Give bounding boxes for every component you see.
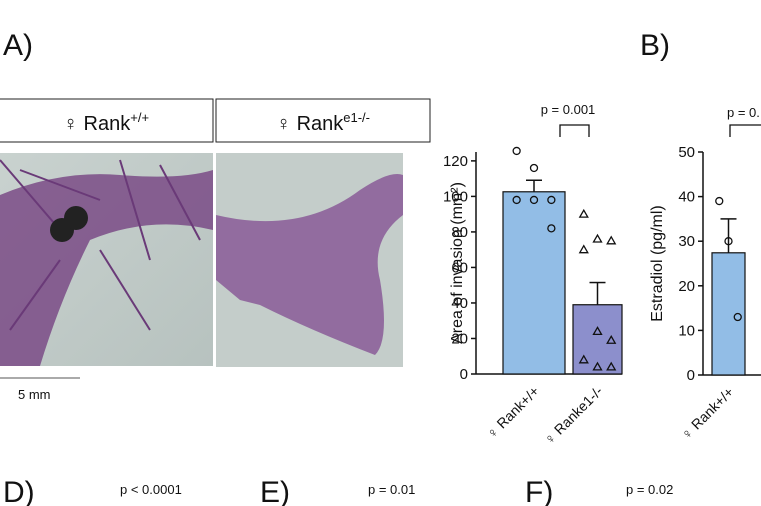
data-point [715, 196, 724, 206]
data-point [578, 208, 589, 218]
image-header: ♀ Ranke1-/- [276, 110, 370, 135]
data-point [724, 237, 733, 246]
data-point [592, 326, 603, 336]
micrograph [0, 153, 213, 366]
data-point [547, 224, 556, 233]
data-point [529, 195, 539, 205]
y-axis-label: Estradiol (pg/ml) [649, 205, 666, 321]
data-point [606, 235, 617, 245]
y-tick-label: 10 [678, 322, 695, 339]
scale-label: 5 mm [18, 387, 51, 402]
data-point [606, 334, 617, 344]
data-point [592, 361, 603, 371]
p-value: p = 0.02 [626, 482, 673, 497]
data-point [606, 361, 617, 371]
y-tick-label: 20 [678, 278, 695, 295]
y-tick-label: 100 [443, 188, 468, 205]
panel-label: E) [260, 476, 290, 506]
data-point [512, 195, 521, 205]
data-point [578, 244, 589, 254]
significance-bracket [729, 124, 761, 137]
y-tick-label: 40 [451, 295, 468, 312]
y-tick-label: 50 [678, 144, 695, 161]
data-point [547, 195, 556, 205]
x-tick-label: ♀ Ranke1-/- [541, 383, 606, 448]
y-tick-label: 80 [451, 224, 468, 241]
p-value: p = 0.001 [541, 102, 596, 117]
micrograph [216, 153, 403, 367]
y-axis-label: Area of invasion (mm²) [449, 182, 466, 344]
data-point [592, 233, 603, 243]
header-box [215, 98, 431, 143]
y-tick-label: 0 [687, 367, 695, 384]
data-point [529, 163, 539, 173]
p-value: p = 0.01 [368, 482, 415, 497]
x-tick-label: ♀ Rank+/+ [483, 383, 542, 442]
panel-label: A) [3, 29, 33, 62]
y-tick-label: 0 [460, 366, 468, 383]
x-tick-label: ♀ Rank+/+ [678, 384, 737, 443]
header-box [0, 98, 214, 143]
image-header: ♀ Rank+/+ [63, 110, 149, 135]
data-point [578, 354, 589, 364]
y-tick-label: 20 [451, 330, 468, 347]
data-point [733, 312, 742, 322]
panel-label: D) [3, 476, 35, 506]
p-value: p = 0. [727, 105, 760, 120]
data-point [512, 146, 521, 156]
y-tick-label: 40 [678, 189, 695, 206]
y-tick-label: 30 [678, 233, 695, 250]
panel-label: B) [640, 29, 670, 62]
significance-bracket [559, 124, 590, 137]
bar [502, 191, 566, 375]
p-value: p < 0.0001 [120, 482, 182, 497]
y-tick-label: 60 [451, 259, 468, 276]
y-tick-label: 120 [443, 153, 468, 170]
panel-label: F) [525, 476, 553, 506]
